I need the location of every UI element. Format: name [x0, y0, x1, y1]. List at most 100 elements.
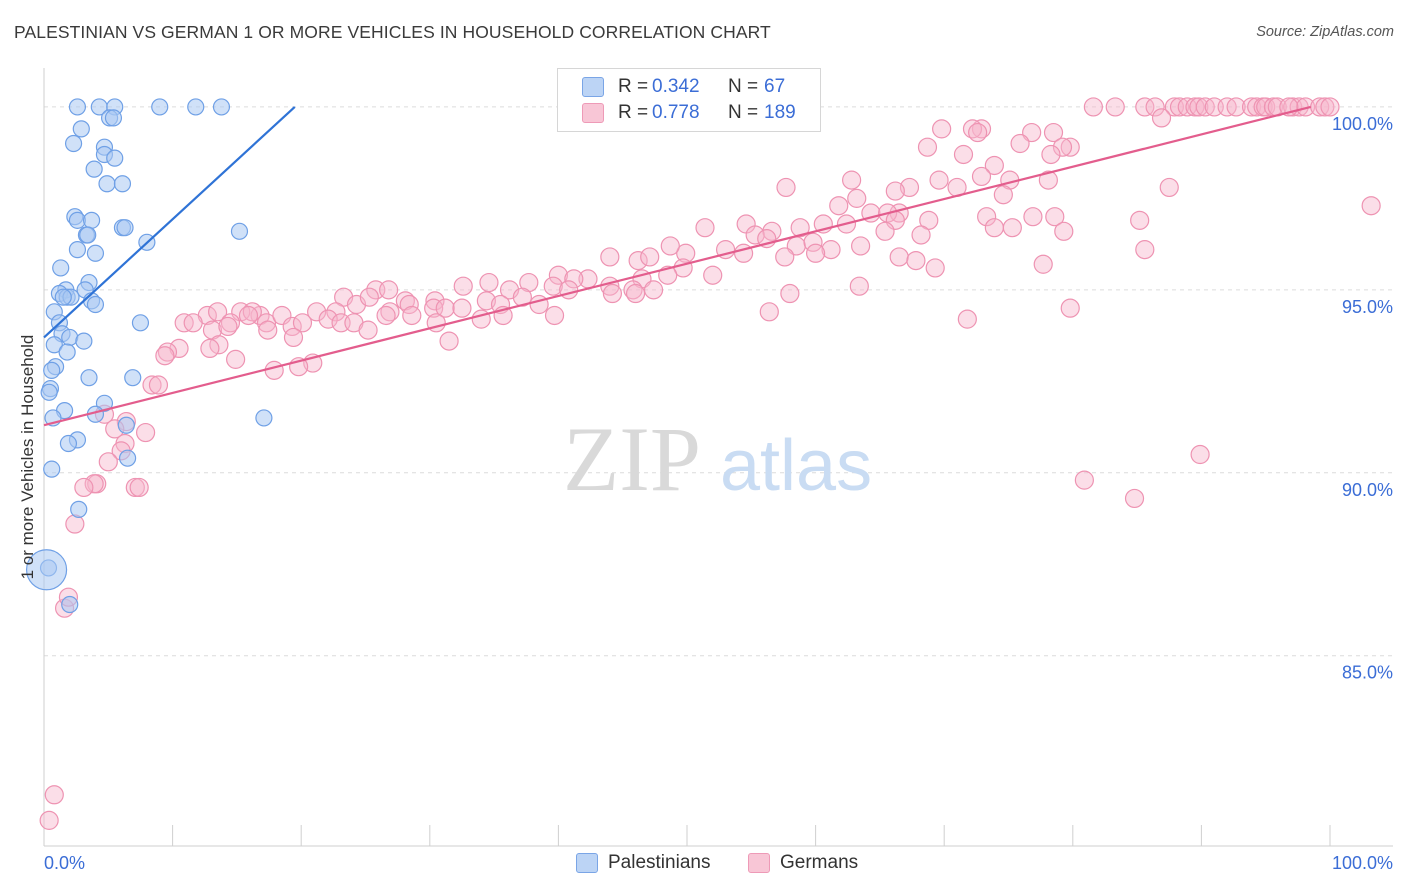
- germans-point-92: [660, 236, 680, 256]
- germans-point-85: [906, 250, 926, 271]
- germans-point-13: [1241, 97, 1262, 117]
- germans-point-119: [307, 302, 327, 322]
- germans-point-56: [977, 207, 997, 227]
- palestinians-point-9: [64, 134, 83, 153]
- germans-legend-swatch: [748, 853, 770, 873]
- germans-point-47: [776, 177, 796, 198]
- germans-point-110: [625, 283, 646, 304]
- germans-point-160: [157, 342, 178, 362]
- palestinians-point-48: [124, 369, 142, 387]
- germans-point-70: [745, 225, 765, 245]
- germans-point-66: [790, 218, 810, 238]
- palestinians-point-21: [230, 222, 249, 240]
- germans-point-125: [424, 298, 444, 318]
- germans-point-31: [1043, 122, 1064, 143]
- germans-point-84: [889, 247, 909, 267]
- germans-point-40: [971, 166, 992, 187]
- palestinians-point-50: [40, 383, 58, 401]
- germans-point-59: [829, 196, 849, 216]
- germans-point-154: [258, 320, 278, 340]
- palestinians-point-39: [131, 314, 150, 332]
- legend-item-germans[interactable]: Germans: [748, 852, 858, 874]
- palestinians-point-41: [61, 328, 79, 347]
- germans-point-112: [476, 291, 496, 311]
- palestinians-point-36: [86, 295, 105, 314]
- palestinians-n-value: 67: [764, 76, 786, 97]
- palestinians-point-5: [212, 98, 231, 116]
- palestinians-point-12: [106, 149, 124, 167]
- r-label: R =: [618, 76, 649, 97]
- source-label: Source: ZipAtlas.com: [1256, 24, 1394, 40]
- germans-point-96: [703, 265, 723, 285]
- palestinians-point-large: [25, 549, 68, 591]
- palestinians-point-4: [187, 98, 205, 116]
- germans-point-174: [98, 452, 118, 472]
- germans-point-75: [851, 236, 871, 256]
- y-axis-label: 1 or more Vehicles in Household: [18, 335, 37, 580]
- germans-point-29: [962, 119, 983, 139]
- palestinians-point-20: [116, 219, 134, 237]
- n-label: N =: [728, 76, 759, 97]
- germans-point-127: [452, 298, 472, 318]
- germans-point-133: [256, 313, 277, 333]
- germans-point-131: [544, 305, 565, 326]
- germans-point-156: [439, 331, 459, 351]
- palestinians-point-18: [82, 211, 101, 229]
- germans-point-109: [559, 280, 579, 300]
- germans-point-151: [183, 313, 203, 333]
- germans-point-166: [142, 375, 162, 395]
- germans-point-1: [1105, 97, 1125, 117]
- germans-point-83: [805, 243, 826, 263]
- palestinians-point-3: [151, 98, 169, 116]
- germans-point-100: [623, 280, 643, 300]
- germans-point-162: [226, 349, 246, 369]
- germans-point-91: [640, 247, 660, 267]
- germans-point-179: [129, 477, 149, 498]
- palestinians-point-58: [59, 434, 78, 453]
- legend-item-palestinians[interactable]: Palestinians: [576, 852, 710, 874]
- palestinians-point-56: [117, 416, 135, 434]
- palestinians-point-44: [58, 343, 76, 361]
- watermark-atlas: atlas: [720, 426, 872, 506]
- palestinians-point-7: [104, 109, 123, 127]
- germans-point-180: [65, 514, 85, 534]
- palestinians-point-26: [68, 241, 87, 259]
- germans-point-142: [402, 305, 422, 326]
- germans-point-86: [925, 258, 945, 278]
- palestinians-point-13: [85, 160, 103, 178]
- legend-row-palestinians: R = 0.342 N = 67: [582, 75, 804, 99]
- palestinians-point-27: [52, 259, 70, 277]
- germans-point-103: [602, 283, 623, 304]
- germans-point-192: [849, 276, 869, 296]
- palestinians-r-value: 0.342: [652, 76, 700, 97]
- palestinians-point-14: [98, 175, 116, 193]
- germans-point-155: [283, 327, 304, 348]
- germans-point-21: [1295, 97, 1316, 117]
- germans-point-26: [1151, 108, 1172, 128]
- germans-point-161: [155, 346, 175, 366]
- palestinians-point-43: [45, 336, 63, 354]
- y-tick-labels: 100.0% 95.0% 90.0% 85.0%: [1332, 114, 1393, 683]
- germans-point-37: [953, 144, 974, 165]
- germans-point-93: [548, 265, 569, 285]
- germans-point-8: [1189, 97, 1209, 117]
- palestinians-swatch: [582, 77, 604, 97]
- germans-point-24: [1320, 97, 1340, 117]
- correlation-legend: R = 0.342 N = 67 R = 0.778 N = 189: [557, 68, 821, 132]
- germans-n-value: 189: [764, 102, 796, 123]
- germans-point-147: [208, 302, 228, 322]
- germans-point-141: [376, 305, 396, 326]
- y-tick-label-1: 95.0%: [1342, 297, 1393, 317]
- germans-point-191: [780, 283, 800, 304]
- germans-swatch: [582, 103, 604, 123]
- germans-point-122: [359, 287, 379, 307]
- germans-point-69: [875, 221, 895, 241]
- germans-point-117: [379, 280, 399, 300]
- watermark: ZIP atlas: [563, 408, 872, 510]
- germans-legend-label: Germans: [780, 852, 859, 873]
- germans-point-158: [200, 338, 220, 359]
- germans-point-5: [1169, 97, 1190, 117]
- germans-point-33: [1010, 133, 1030, 154]
- palestinians-point-62: [61, 595, 79, 614]
- germans-point-50: [1159, 177, 1179, 198]
